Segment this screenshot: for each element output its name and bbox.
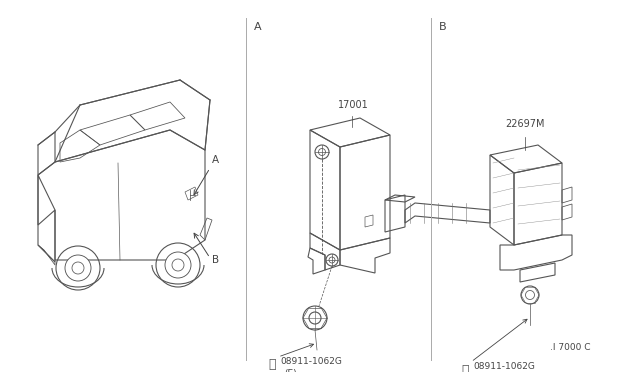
- Circle shape: [326, 254, 338, 266]
- Circle shape: [521, 286, 539, 304]
- Circle shape: [165, 252, 191, 278]
- Text: Ⓝ: Ⓝ: [268, 359, 276, 372]
- Circle shape: [303, 306, 327, 330]
- Text: A: A: [212, 155, 219, 165]
- Text: 17001: 17001: [338, 100, 369, 110]
- Text: A: A: [255, 22, 262, 32]
- Text: 08911-1062G: 08911-1062G: [280, 357, 342, 366]
- Circle shape: [309, 312, 321, 324]
- Circle shape: [65, 255, 91, 281]
- Text: 08911-1062G: 08911-1062G: [473, 362, 535, 371]
- Text: B: B: [212, 255, 219, 265]
- Circle shape: [525, 291, 534, 299]
- Text: .I 7000 C: .I 7000 C: [550, 343, 590, 352]
- Text: B: B: [439, 22, 446, 32]
- Text: (E): (E): [284, 369, 296, 372]
- Text: 22697M: 22697M: [505, 119, 545, 129]
- Text: Ⓝ: Ⓝ: [461, 363, 468, 372]
- Circle shape: [315, 145, 329, 159]
